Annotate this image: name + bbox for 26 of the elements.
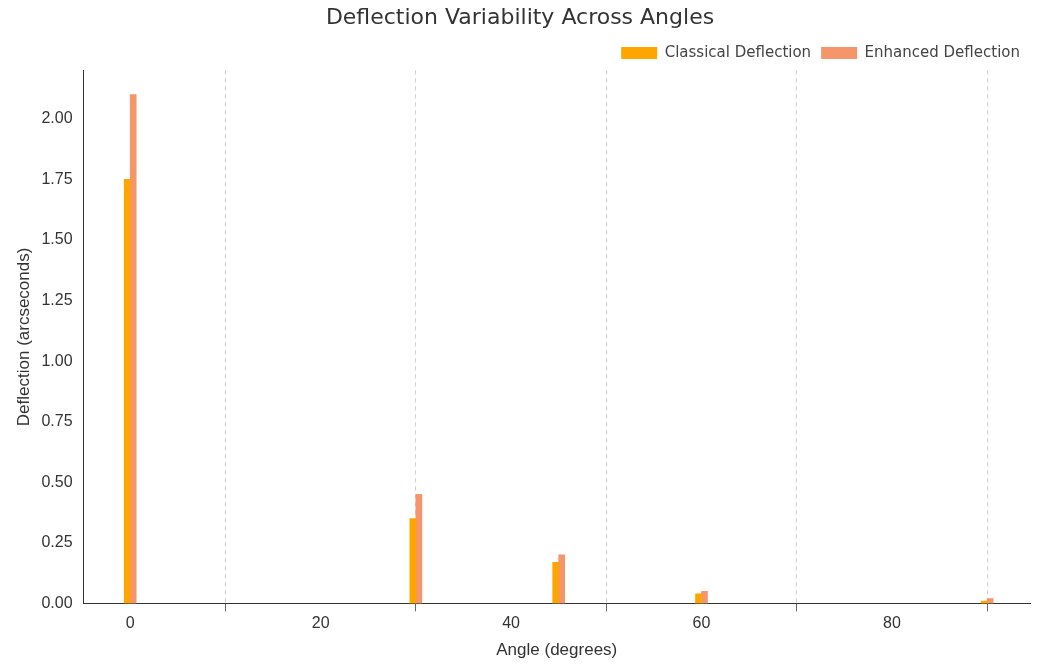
x-tick-label: 40: [502, 614, 521, 632]
y-tick-label: 1.50: [41, 230, 73, 248]
x-tick-label: 80: [883, 614, 901, 632]
bar: [409, 518, 417, 604]
x-tick-label: 20: [311, 614, 330, 632]
bar: [123, 179, 131, 604]
legend-label: Classical Deflection: [664, 42, 812, 61]
y-tick-label: 1.75: [41, 169, 73, 187]
x-tick-label: 0: [125, 614, 135, 632]
y-tick-label: 0.00: [41, 593, 73, 611]
bar: [415, 494, 423, 604]
bar: [695, 593, 702, 604]
y-tick-label: 1.00: [41, 351, 73, 369]
y-tick-label: 1.25: [41, 290, 73, 308]
legend-label: Enhanced Deflection: [864, 42, 1020, 61]
bar: [129, 94, 137, 604]
x-tick-label: 60: [692, 614, 711, 632]
bar: [558, 554, 566, 604]
bar: [552, 561, 560, 604]
x-axis-title: Angle (degrees): [496, 640, 618, 660]
y-tick-label: 0.75: [41, 412, 73, 430]
y-tick-label: 2.00: [41, 109, 73, 127]
chart-title: Deflection Variability Across Angles: [325, 3, 715, 29]
y-tick-label: 0.25: [41, 533, 73, 551]
y-axis-title: Deflection (arcseconds): [13, 247, 33, 427]
y-tick-label: 0.50: [41, 472, 73, 490]
